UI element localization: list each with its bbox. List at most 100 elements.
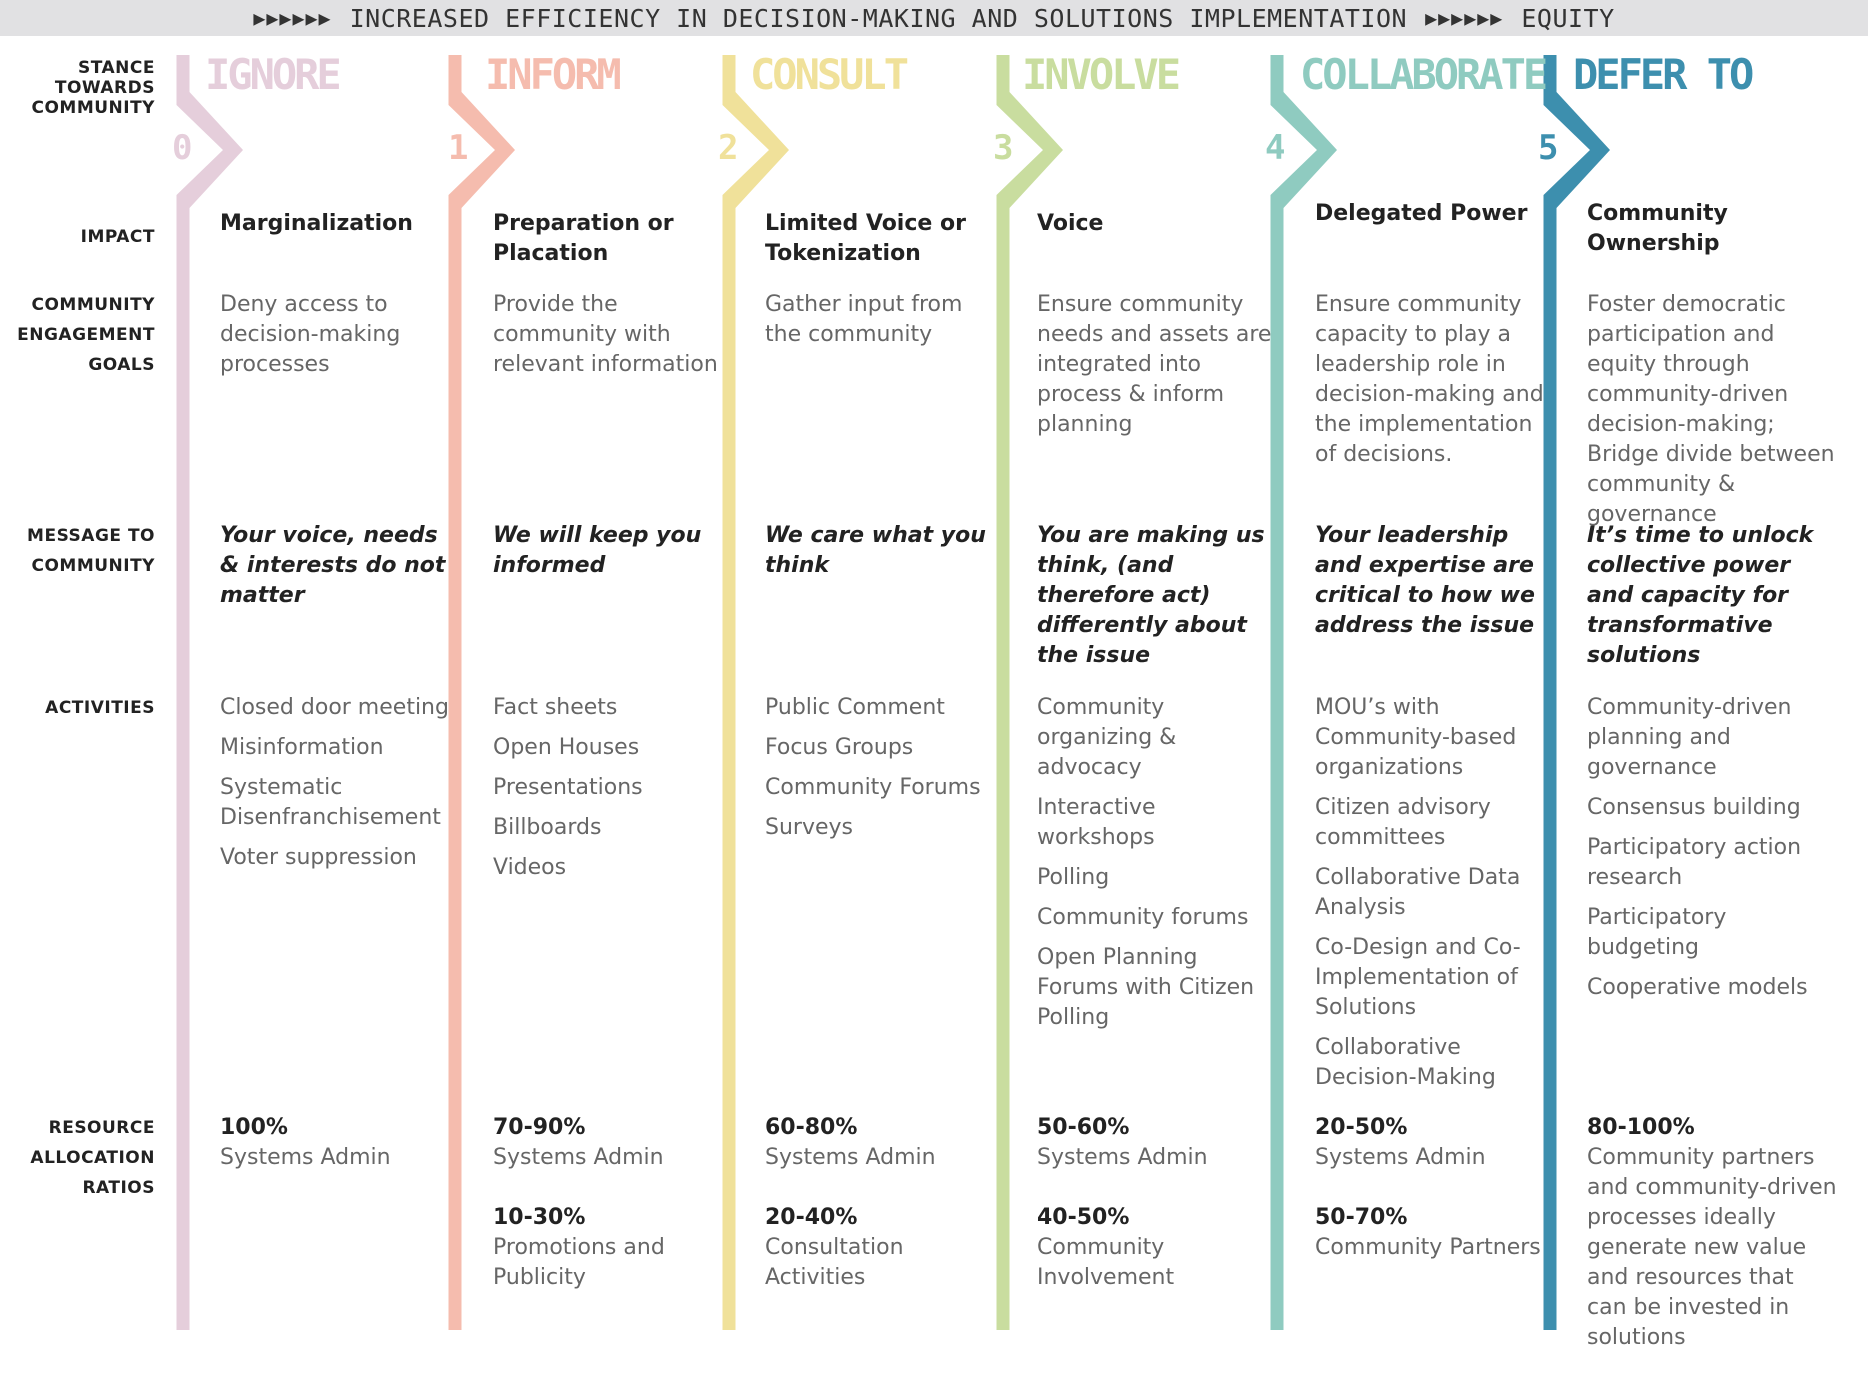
resource-description: Promotions and Publicity	[493, 1235, 665, 1290]
stage-activities-0: Closed door meeting Misinformation Systema…	[220, 693, 460, 883]
resource-percent: 40-50%	[1037, 1205, 1130, 1230]
resource-percent: 10-30%	[493, 1205, 586, 1230]
row-label-resources: RESOURCE ALLOCATION RATIOS	[30, 1118, 155, 1198]
resource-block: 50-60% Systems Admin	[1037, 1113, 1277, 1173]
stage-impact-4: Delegated Power	[1315, 201, 1528, 226]
activity-item: Open Planning Forums with Citizen Pollin…	[1037, 945, 1255, 1030]
stage-title-3: INVOLVE	[1022, 50, 1181, 99]
stage-goal-1: Provide the community with relevant info…	[493, 292, 718, 377]
stage-message-1: We will keep you informed	[493, 523, 702, 578]
stage-impact-2: Limited Voice or Tokenization	[765, 211, 966, 266]
resource-description: Community Involvement	[1037, 1235, 1175, 1290]
stage-message-3: You are making us think, (and therefore …	[1037, 523, 1265, 668]
activity-item: Community Forums	[765, 775, 981, 800]
stage-message-4: Your leadership and expertise are critic…	[1315, 523, 1535, 638]
activity-item: Community organizing & advocacy	[1037, 695, 1177, 780]
activity-item: Citizen advisory committees	[1315, 795, 1491, 850]
stage-connector-0	[176, 55, 243, 1330]
stage-activities-1: Fact sheets Open Houses Presentations Billb…	[493, 693, 733, 893]
banner-arrows-left: ▶▶▶▶▶▶	[253, 6, 332, 30]
activity-item: Fact sheets	[493, 695, 618, 720]
activity-item: Community forums	[1037, 905, 1249, 930]
stage-resources-4: 20-50% Systems Admin 50-70% Community Partn…	[1315, 1113, 1555, 1293]
stage-connectors	[176, 55, 1610, 1330]
activity-item: MOU’s with Community-based organizations	[1315, 695, 1517, 780]
activity-item: Misinformation	[220, 735, 384, 760]
activity-item: Voter suppression	[220, 845, 417, 870]
activity-item: Public Comment	[765, 695, 945, 720]
activity-item: Systematic Disenfranchisement	[220, 775, 441, 830]
stage-title-1: INFORM	[485, 50, 622, 99]
activity-item: Collaborative Data Analysis	[1315, 865, 1521, 920]
resource-block: 100% Systems Admin	[220, 1113, 460, 1173]
stage-message-5: It’s time to unlock collective power and…	[1587, 523, 1814, 668]
activity-item: Surveys	[765, 815, 853, 840]
stage-connector-1	[448, 55, 515, 1330]
resource-block: 20-50% Systems Admin	[1315, 1113, 1555, 1173]
stage-connector-3	[996, 55, 1063, 1330]
banner-end-label: EQUITY	[1521, 3, 1615, 33]
stage-title-2: CONSULT	[750, 50, 909, 99]
resource-description: Systems Admin	[765, 1145, 936, 1170]
stage-activities-4: MOU’s with Community-based organizations…	[1315, 693, 1555, 1103]
resource-description: Community partners and community-driven …	[1587, 1145, 1837, 1350]
activity-item: Participatory action research	[1587, 835, 1802, 890]
resource-percent: 20-50%	[1315, 1115, 1408, 1140]
activity-item: Polling	[1037, 865, 1110, 890]
stage-activities-2: Public Comment Focus Groups Community Foru…	[765, 693, 1005, 853]
stage-impact-1: Preparation or Placation	[493, 211, 674, 266]
stage-goal-0: Deny access to decision-making processes	[220, 292, 401, 377]
activity-item: Closed door meeting	[220, 695, 449, 720]
stage-goal-2: Gather input from the community	[765, 292, 963, 347]
stage-connector-2	[722, 55, 789, 1330]
stage-message-2: We care what you think	[765, 523, 986, 578]
stage-impact-3: Voice	[1037, 211, 1104, 236]
stage-connector-4	[1270, 55, 1337, 1330]
activity-item: Interactive workshops	[1037, 795, 1156, 850]
activity-item: Collaborative Decision-Making	[1315, 1035, 1496, 1090]
activity-item: Billboards	[493, 815, 602, 840]
stage-message-0: Your voice, needs & interests do not mat…	[220, 523, 446, 608]
resource-block: 10-30% Promotions and Publicity	[493, 1203, 733, 1293]
row-label-impact: IMPACT	[80, 227, 155, 247]
activity-item: Consensus building	[1587, 795, 1801, 820]
row-label-message: MESSAGE TO COMMUNITY	[27, 526, 155, 576]
resource-percent: 70-90%	[493, 1115, 586, 1140]
stage-number-5: 5	[1538, 128, 1559, 168]
stage-number-1: 1	[448, 128, 469, 168]
stage-resources-2: 60-80% Systems Admin 20-40% Consultation Ac…	[765, 1113, 1005, 1323]
stage-resources-1: 70-90% Systems Admin 10-30% Promotions and …	[493, 1113, 733, 1323]
top-banner: ▶▶▶▶▶▶ INCREASED EFFICIENCY IN DECISION-…	[0, 0, 1868, 36]
activity-item: Cooperative models	[1587, 975, 1808, 1000]
stage-impact-0: Marginalization	[220, 211, 413, 236]
resource-percent: 20-40%	[765, 1205, 858, 1230]
stage-resources-5: 80-100% Community partners and community-…	[1587, 1113, 1837, 1383]
resource-percent: 60-80%	[765, 1115, 858, 1140]
activity-item: Community-driven planning and governance	[1587, 695, 1792, 780]
stage-goal-3: Ensure community needs and assets are in…	[1037, 292, 1272, 437]
row-label-stance: STANCE TOWARDS COMMUNITY	[31, 58, 155, 118]
stage-connector-5	[1543, 55, 1610, 1330]
resource-description: Systems Admin	[1037, 1145, 1208, 1170]
activity-item: Presentations	[493, 775, 643, 800]
stage-activities-5: Community-driven planning and governance…	[1587, 693, 1837, 1013]
stage-resources-0: 100% Systems Admin	[220, 1113, 460, 1203]
activity-item: Participatory budgeting	[1587, 905, 1727, 960]
stage-resources-3: 50-60% Systems Admin 40-50% Community Invol…	[1037, 1113, 1277, 1323]
row-label-activities: ACTIVITIES	[45, 698, 155, 718]
stage-goal-5: Foster democratic participation and equi…	[1587, 292, 1835, 527]
resource-description: Community Partners	[1315, 1235, 1541, 1260]
resource-percent: 100%	[220, 1115, 288, 1140]
resource-percent: 50-60%	[1037, 1115, 1130, 1140]
stage-title-0: IGNORE	[205, 50, 342, 99]
activity-item: Focus Groups	[765, 735, 914, 760]
stage-activities-3: Community organizing & advocacy Interacti…	[1037, 693, 1277, 1043]
resource-percent: 80-100%	[1587, 1115, 1695, 1140]
row-label-goals: COMMUNITY ENGAGEMENT GOALS	[17, 295, 155, 375]
stage-goal-4: Ensure community capacity to play a lead…	[1315, 292, 1544, 467]
stage-number-4: 4	[1265, 128, 1286, 168]
activity-item: Videos	[493, 855, 567, 880]
resource-block: 50-70% Community Partners	[1315, 1203, 1555, 1263]
resource-percent: 50-70%	[1315, 1205, 1408, 1230]
resource-block: 70-90% Systems Admin	[493, 1113, 733, 1173]
